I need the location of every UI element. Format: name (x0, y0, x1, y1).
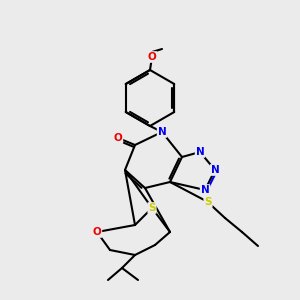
Text: S: S (148, 203, 156, 213)
Text: N: N (201, 185, 209, 195)
Text: N: N (158, 127, 166, 137)
Text: S: S (204, 197, 212, 207)
Text: O: O (114, 133, 122, 143)
Text: N: N (196, 147, 204, 157)
Text: N: N (211, 165, 219, 175)
Text: O: O (93, 227, 101, 237)
Text: O: O (148, 52, 156, 62)
